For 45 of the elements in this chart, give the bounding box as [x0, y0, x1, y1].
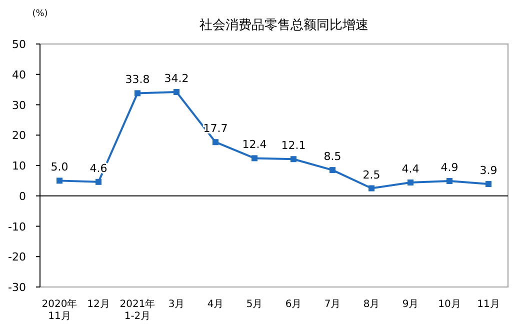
y-tick-label: -20: [8, 250, 26, 264]
text: 34.2: [164, 72, 189, 85]
text: 4.4: [402, 162, 420, 176]
y-tick-label: 40: [12, 68, 26, 82]
point: [368, 185, 374, 192]
text: 4.9: [440, 160, 458, 174]
point: [408, 180, 414, 186]
x-tick-label: 10月: [438, 299, 461, 310]
x-tick-label: 8月: [363, 299, 380, 310]
x-tick-label: 2021年 1-2月: [120, 298, 156, 322]
text: 8.5: [324, 150, 342, 164]
text: 3.9: [480, 164, 498, 178]
x-tick-label: 7月: [324, 299, 341, 310]
point: [252, 155, 258, 162]
x-tick-label: 5月: [246, 299, 263, 310]
x-tick-label: 4月: [207, 299, 224, 310]
point: [174, 88, 180, 95]
point: [56, 178, 62, 184]
x-tick-label: 3月: [168, 299, 185, 310]
y-tick-label: 50: [12, 38, 26, 51]
y-tick-label: -30: [8, 281, 26, 294]
x-tick-label: 6月: [285, 299, 302, 310]
text: 12.4: [242, 138, 267, 152]
x-tick-label: 12月: [87, 299, 110, 310]
point: [446, 178, 452, 184]
text: 33.8: [125, 73, 150, 86]
x-tick-label: 11月: [477, 299, 500, 310]
point: [134, 90, 140, 96]
y-tick-label: 20: [12, 129, 26, 142]
y-tick-label: 0: [19, 190, 26, 203]
text: 2.5: [362, 168, 380, 182]
x-tick-label: 9月: [402, 299, 419, 310]
text: 5.0: [50, 160, 68, 174]
text: 12.1: [281, 139, 306, 152]
point: [330, 167, 336, 174]
x-tick-label: 2020年 11月: [42, 298, 78, 322]
y-tick-label: 30: [12, 98, 26, 112]
point: [212, 139, 218, 146]
point: [96, 178, 102, 185]
chart-title: 社会消费品零售总额同比增速: [200, 18, 368, 33]
y-tick-label: -10: [8, 220, 26, 234]
point: [486, 181, 492, 188]
y-axis-title: (%): [32, 9, 48, 19]
y-tick-label: 10: [12, 160, 26, 172]
point: [290, 156, 296, 162]
